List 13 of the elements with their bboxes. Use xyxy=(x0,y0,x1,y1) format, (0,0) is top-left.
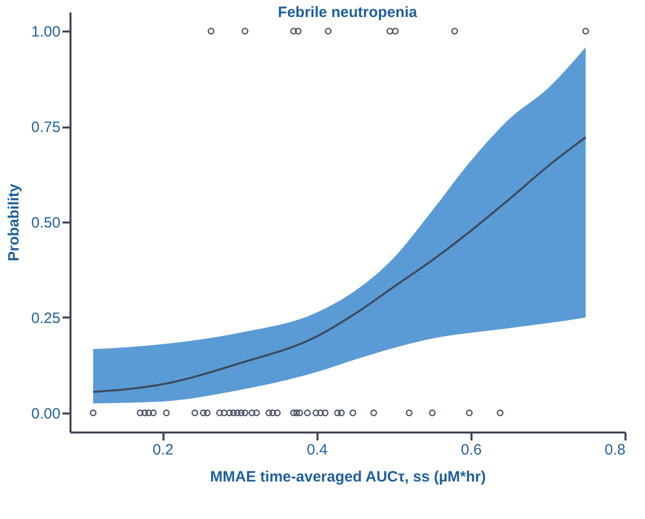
x-tick-label: 0.8 xyxy=(604,442,626,458)
y-tick-label: 0.25 xyxy=(31,310,60,327)
y-tick-label: 0.75 xyxy=(31,119,60,136)
y-axis-title: Probability xyxy=(5,183,22,262)
line-series xyxy=(92,136,587,393)
y-tick-label: 0.00 xyxy=(31,405,60,422)
x-tick-label: 0.2 xyxy=(152,442,174,458)
x-tick-label: 0.6 xyxy=(460,442,482,458)
y-tick-label: 1.00 xyxy=(31,24,60,41)
x-axis-title: MMAE time-averaged AUCτ, ss (µM*hr) xyxy=(210,468,486,486)
chart-title: Febrile neutropenia xyxy=(278,4,418,21)
y-tick-label: 0.50 xyxy=(31,214,60,232)
x-tick-label: 0.4 xyxy=(306,442,328,458)
